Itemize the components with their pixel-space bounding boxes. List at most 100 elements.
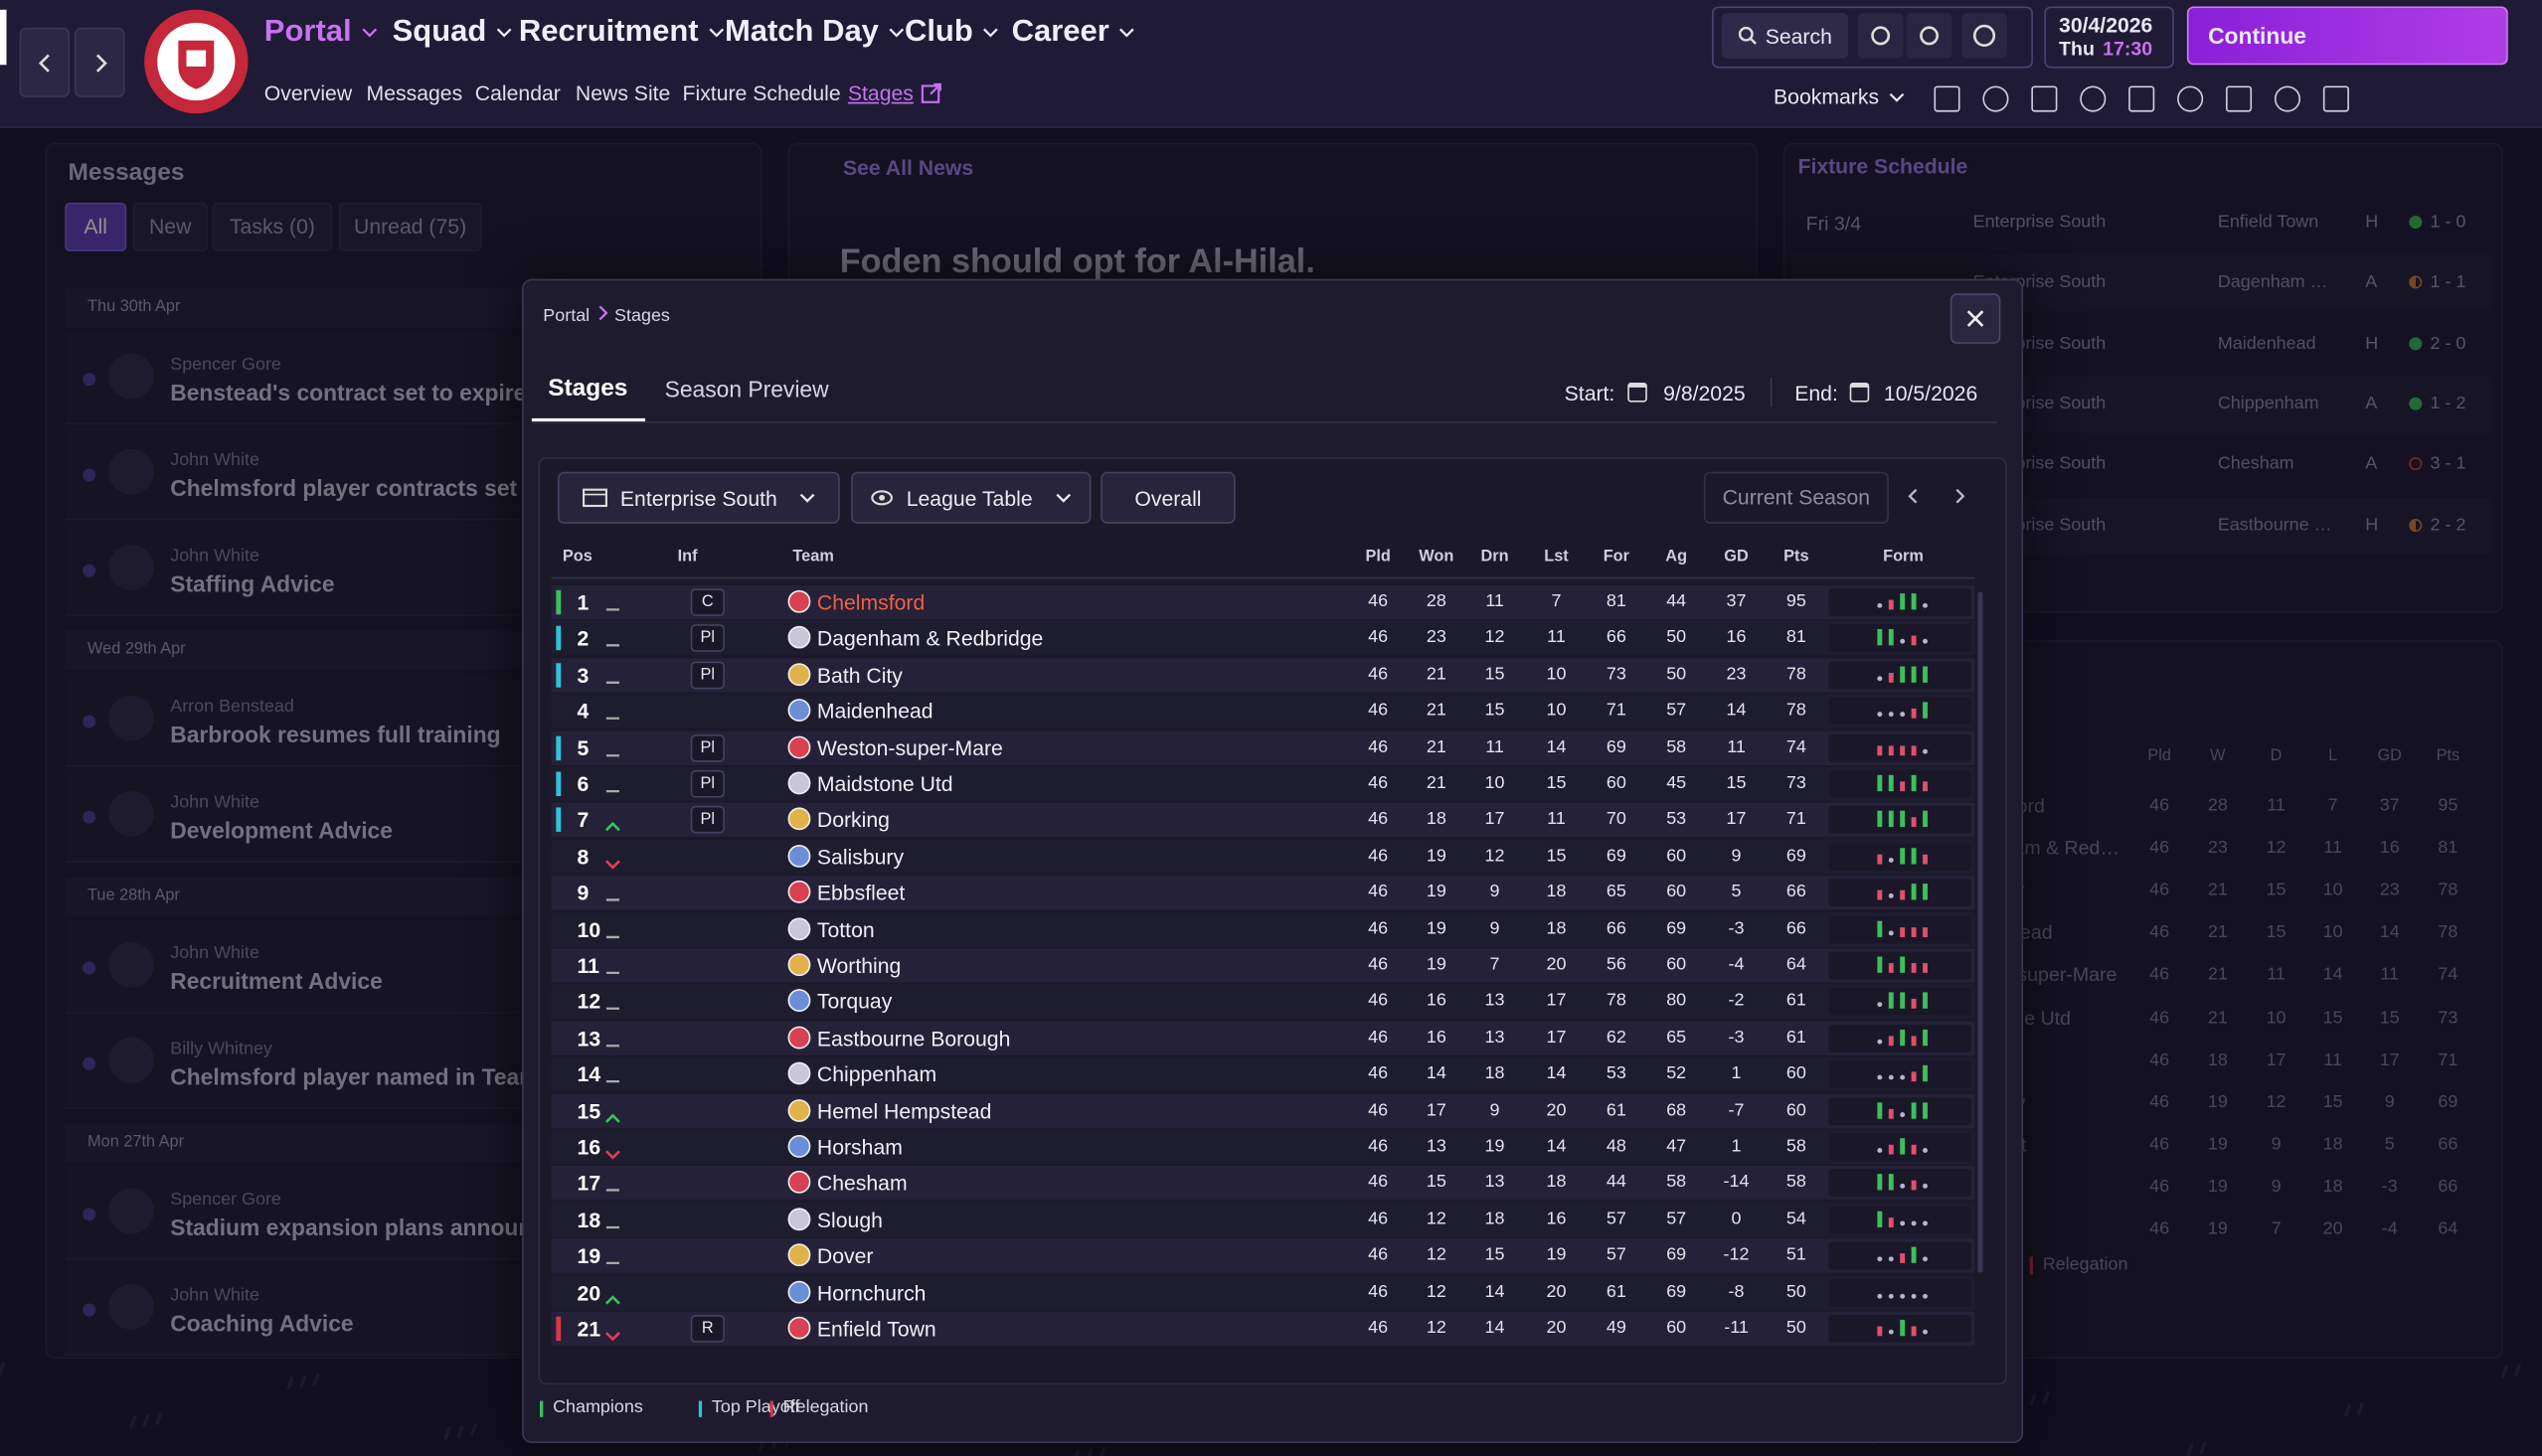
team-name[interactable]: Dorking (816, 808, 890, 833)
stat-cell: 45 (1666, 773, 1687, 793)
team-name[interactable]: Ebbsfleet (816, 881, 906, 905)
toolbar-icon[interactable] (1906, 13, 1952, 59)
team-name[interactable]: Hemel Hempstead (816, 1098, 992, 1123)
column-header[interactable]: Pld (1365, 548, 1391, 566)
toolbar-icon[interactable] (1961, 13, 2007, 59)
fixture-row[interactable] (1790, 194, 2492, 251)
back-button[interactable] (19, 27, 71, 97)
season-selector[interactable]: Current Season (1703, 471, 1889, 524)
dropdown[interactable]: Overall (1101, 471, 1236, 524)
bookmark-icon[interactable] (2226, 85, 2253, 112)
team-name[interactable]: Torquay (816, 989, 893, 1015)
season-arrow[interactable] (1950, 485, 1970, 516)
forward-button[interactable] (75, 27, 125, 97)
form-result (1923, 1065, 1928, 1082)
column-header[interactable]: Pts (1783, 548, 1809, 566)
search-button[interactable]: Search (1721, 13, 1849, 59)
tab[interactable]: Stages (548, 374, 628, 403)
tab[interactable]: Season Preview (664, 376, 829, 403)
form-result (1877, 811, 1883, 828)
column-header[interactable]: Pos (562, 548, 593, 566)
bookmark-icon[interactable] (1934, 85, 1960, 112)
nav-item[interactable]: Portal (264, 15, 378, 51)
team-name[interactable]: Maidenhead (816, 699, 933, 724)
team-name[interactable]: Maidstone Utd (816, 771, 953, 797)
message-filter[interactable]: New (132, 202, 208, 251)
column-header[interactable]: Ag (1665, 548, 1688, 566)
stat-cell: 69 (1606, 736, 1626, 757)
sub-nav-item[interactable]: Fixture Schedule (682, 81, 841, 106)
see-all-news[interactable]: See All News (842, 155, 974, 181)
mini-cell: 78 (2438, 922, 2458, 943)
sub-nav-item[interactable]: Messages (366, 81, 463, 106)
dropdown[interactable]: League Table (851, 471, 1092, 524)
form-result (1911, 1144, 1917, 1155)
column-header[interactable]: Form (1883, 548, 1924, 566)
nav-item[interactable]: Club (905, 15, 999, 51)
team-name[interactable]: Slough (816, 1208, 883, 1232)
team-name[interactable]: Chesham (816, 1171, 908, 1196)
bookmark-icon[interactable] (2274, 85, 2301, 112)
close-button[interactable] (1949, 293, 2001, 344)
nav-item[interactable]: Match Day (725, 15, 905, 51)
column-header[interactable]: GD (1724, 548, 1749, 566)
stat-cell: 78 (1606, 991, 1626, 1011)
movement (604, 740, 620, 769)
bookmark-icon[interactable] (2322, 85, 2349, 112)
column-header[interactable]: Lst (1544, 548, 1569, 566)
chevron (1056, 493, 1071, 503)
form-result (1888, 929, 1894, 935)
bookmark-icon[interactable] (1982, 85, 2009, 112)
position: 17 (577, 1171, 601, 1196)
zone-stripe (556, 734, 562, 760)
stat-cell: 60 (1666, 846, 1687, 866)
form-result (1877, 890, 1883, 900)
message-filter[interactable]: Tasks (0) (212, 202, 333, 251)
fixture-venue: A (2365, 272, 2378, 293)
nav-item[interactable]: Squad (393, 15, 513, 51)
column-header[interactable]: For (1603, 548, 1629, 566)
bookmark-icon[interactable] (2080, 85, 2107, 112)
bookmarks[interactable]: Bookmarks (1774, 84, 1905, 108)
message-filter[interactable]: All (65, 202, 127, 251)
dropdown[interactable]: Enterprise South (557, 471, 840, 524)
bookmark-icon[interactable] (2177, 85, 2204, 112)
column-header[interactable]: Drn (1480, 548, 1509, 566)
position: 8 (577, 844, 590, 870)
team-name[interactable]: Salisbury (816, 844, 905, 870)
sub-nav-item[interactable]: Calendar (474, 81, 561, 106)
sub-nav-item[interactable]: Stages (848, 81, 942, 105)
movement-icon (605, 789, 619, 793)
breadcrumb[interactable]: Portal (543, 306, 591, 326)
team-name[interactable]: Dagenham & Redbridge (816, 626, 1044, 651)
mini-cell: 73 (2438, 1007, 2458, 1028)
stat-cell: 15 (1484, 664, 1505, 685)
team-name[interactable]: Chippenham (816, 1061, 937, 1087)
news-headline: Foden should opt for Al-Hilal. (839, 243, 1315, 281)
team-name[interactable]: Dover (816, 1243, 874, 1269)
team-name[interactable]: Eastbourne Borough (816, 1026, 1011, 1051)
sub-nav-item[interactable]: Overview (263, 81, 353, 106)
nav-item[interactable]: Career (1012, 15, 1135, 51)
team-name[interactable]: Hornchurch (816, 1280, 927, 1305)
stat-cell: 13 (1484, 1173, 1505, 1193)
nav-item[interactable]: Recruitment (519, 15, 725, 51)
team-name[interactable]: Worthing (816, 953, 902, 978)
column-header[interactable]: Team (792, 548, 834, 566)
toolbar-icon[interactable] (1857, 13, 1904, 59)
team-name[interactable]: Enfield Town (816, 1316, 936, 1342)
team-name[interactable]: Horsham (816, 1134, 903, 1160)
bookmark-icon[interactable] (2031, 85, 2058, 112)
team-name[interactable]: Chelmsford (816, 589, 926, 615)
column-header[interactable]: Won (1419, 548, 1454, 566)
sub-nav-item[interactable]: News Site (575, 81, 671, 106)
season-arrow[interactable] (1903, 485, 1923, 516)
message-filter[interactable]: Unread (75) (338, 202, 482, 251)
column-header[interactable]: Inf (677, 548, 698, 566)
team-name[interactable]: Bath City (816, 662, 903, 688)
continue-button[interactable]: Continue (2186, 6, 2508, 66)
mini-cell: 15 (2266, 922, 2287, 943)
team-name[interactable]: Totton (816, 916, 875, 942)
bookmark-icon[interactable] (2128, 85, 2155, 112)
team-name[interactable]: Weston-super-Mare (816, 734, 1003, 760)
